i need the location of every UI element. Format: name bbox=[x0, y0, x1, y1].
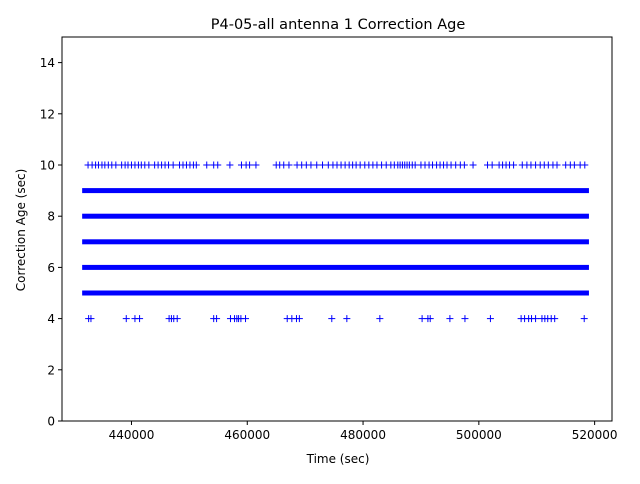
x-tick-label-520000: 520000 bbox=[572, 428, 618, 442]
marker-y4-39 bbox=[551, 315, 559, 323]
marker-y10-33 bbox=[226, 161, 234, 169]
y-tick-label-4: 4 bbox=[47, 312, 55, 326]
chart-title: P4-05-all antenna 1 Correction Age bbox=[211, 17, 466, 33]
marker-y4-34 bbox=[532, 315, 540, 323]
y-tick-label-0: 0 bbox=[47, 415, 55, 429]
marker-y4-26 bbox=[426, 315, 434, 323]
marker-y10-36 bbox=[246, 161, 254, 169]
plot-frame bbox=[61, 36, 613, 422]
x-tick-label-460000: 460000 bbox=[224, 428, 270, 442]
marker-y10-23 bbox=[169, 161, 177, 169]
marker-y4-40 bbox=[580, 315, 588, 323]
marker-y4-8 bbox=[173, 315, 181, 323]
marker-y10-41 bbox=[285, 161, 293, 169]
marker-y4-23 bbox=[376, 315, 384, 323]
band-y8 bbox=[82, 213, 589, 219]
marker-y4-16 bbox=[242, 315, 250, 323]
band-y6 bbox=[82, 264, 589, 270]
y-axis-label: Correction Age (sec) bbox=[14, 169, 28, 292]
marker-y10-87 bbox=[488, 161, 496, 169]
marker-y10-92 bbox=[510, 161, 518, 169]
y-tick-label-10: 10 bbox=[40, 159, 55, 173]
marker-y4-1 bbox=[87, 315, 95, 323]
y-tick-label-2: 2 bbox=[47, 363, 55, 377]
marker-y4-10 bbox=[213, 315, 221, 323]
marker-y10-85 bbox=[469, 161, 477, 169]
band-y7 bbox=[82, 239, 589, 245]
axes: 440000 460000 480000 500000 520000 0 2 4 6 8 10 12 1… bbox=[40, 36, 618, 442]
marker-y4-27 bbox=[446, 315, 454, 323]
y-tick-label-14: 14 bbox=[40, 56, 55, 70]
marker-y10-37 bbox=[252, 161, 260, 169]
x-tick-label-480000: 480000 bbox=[340, 428, 386, 442]
marker-y4-28 bbox=[461, 315, 469, 323]
x-tick-label-500000: 500000 bbox=[456, 428, 502, 442]
marker-y4-2 bbox=[122, 315, 130, 323]
band-y5 bbox=[82, 290, 589, 296]
y-tick-label-8: 8 bbox=[47, 210, 55, 224]
marker-y4-21 bbox=[328, 315, 336, 323]
marker-y4-22 bbox=[343, 315, 351, 323]
x-axis-label: Time (sec) bbox=[306, 452, 370, 466]
marker-y4-29 bbox=[486, 315, 494, 323]
marker-y10-29 bbox=[192, 161, 200, 169]
y-tick-label-6: 6 bbox=[47, 261, 55, 275]
plot-marks bbox=[82, 161, 589, 323]
marker-y10-30 bbox=[203, 161, 211, 169]
marker-y10-101 bbox=[553, 161, 561, 169]
marker-y4-4 bbox=[136, 315, 144, 323]
y-tick-label-12: 12 bbox=[40, 107, 55, 121]
marker-y10-106 bbox=[581, 161, 589, 169]
marker-y10-32 bbox=[214, 161, 222, 169]
band-y9 bbox=[82, 188, 589, 194]
x-tick-label-440000: 440000 bbox=[109, 428, 155, 442]
marker-y10-84 bbox=[460, 161, 468, 169]
marker-y4-20 bbox=[295, 315, 303, 323]
